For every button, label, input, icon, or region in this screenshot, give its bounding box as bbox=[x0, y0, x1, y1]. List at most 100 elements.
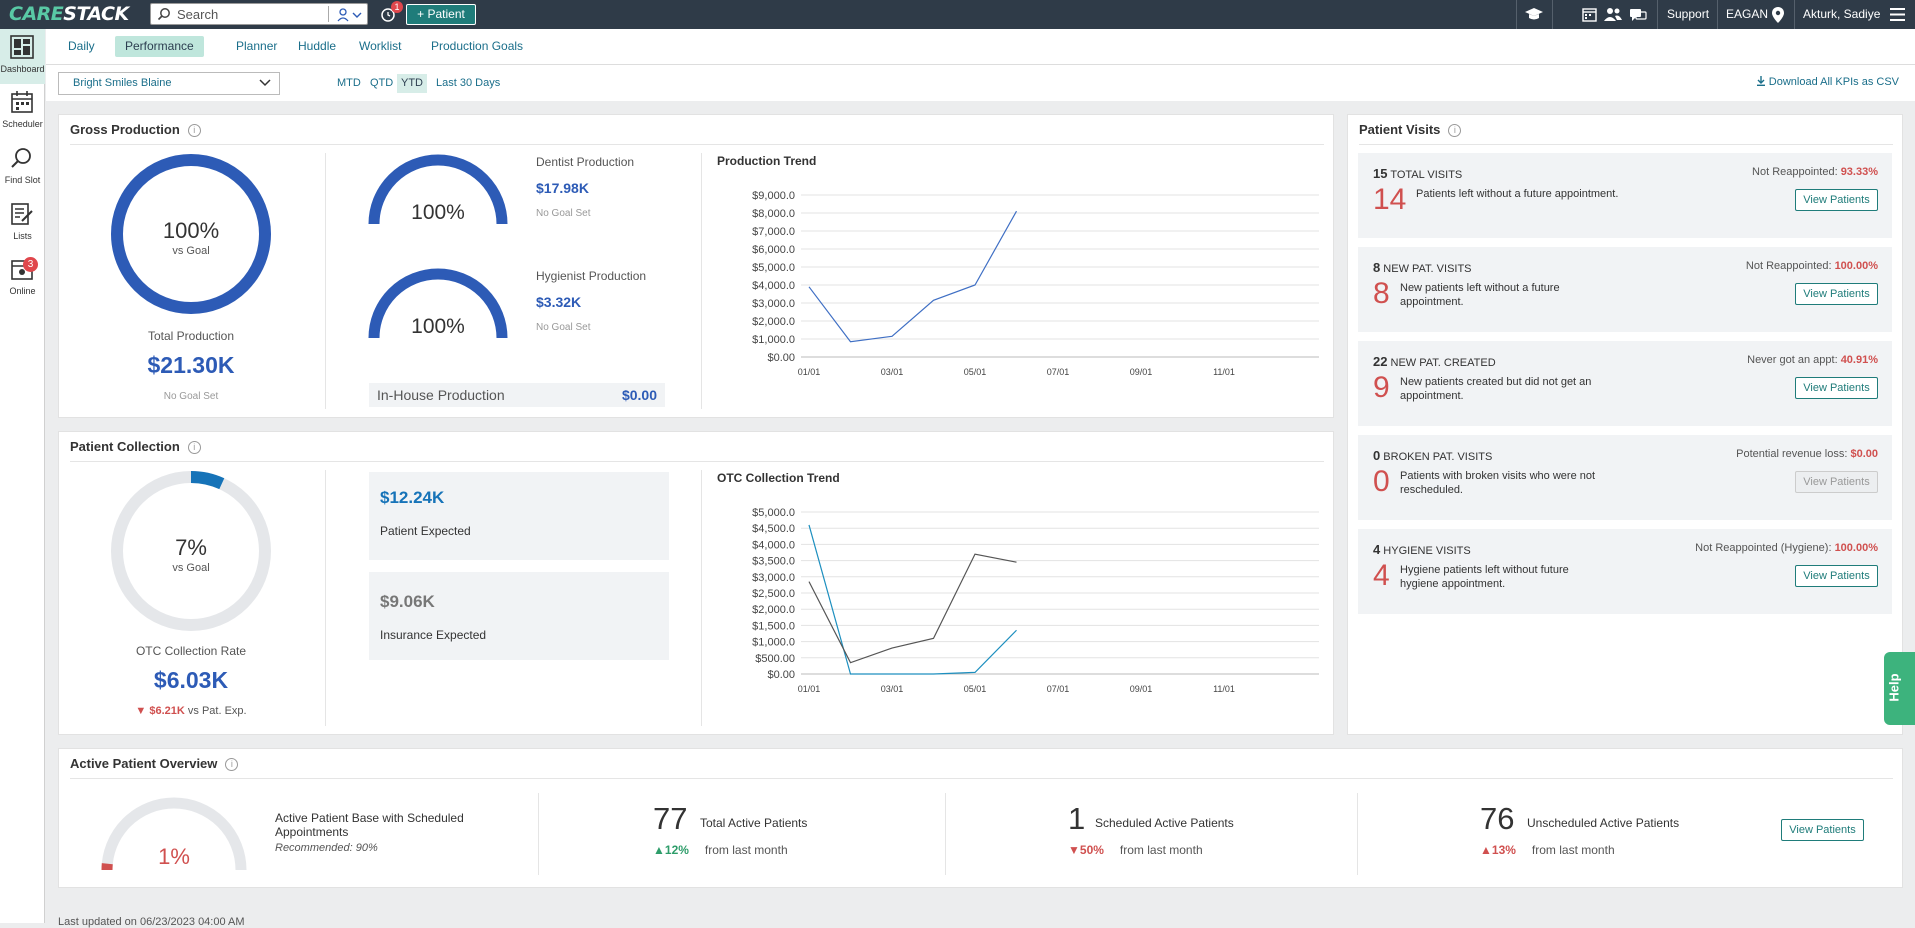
tab-production-goals[interactable]: Production Goals bbox=[431, 39, 524, 53]
tab-planner[interactable]: Planner bbox=[236, 39, 278, 53]
insurance-expected-box: $9.06K Insurance Expected bbox=[369, 572, 669, 660]
visit-stat: Not Reappointed (Hygiene): 100.00% bbox=[1695, 542, 1878, 554]
search-input[interactable]: Search bbox=[177, 7, 219, 22]
visit-description: New patients created but did not get an … bbox=[1400, 376, 1592, 402]
view-patients-button[interactable]: View Patients bbox=[1795, 377, 1878, 399]
x-tick-label: 09/01 bbox=[1130, 684, 1153, 694]
info-icon[interactable]: i bbox=[187, 124, 201, 137]
hygienist-production-label: Hygienist Production bbox=[536, 269, 647, 283]
patient-collection-card: Patient Collection i 7% vs Goal OTC Colle… bbox=[58, 431, 1334, 735]
graduation-cap-icon[interactable] bbox=[1524, 6, 1544, 23]
magnifier-icon bbox=[11, 148, 31, 168]
alarm-clock-icon[interactable] bbox=[379, 5, 397, 23]
visit-stat: Not Reappointed: 93.33% bbox=[1752, 166, 1878, 178]
tab-worklist[interactable]: Worklist bbox=[359, 39, 402, 53]
add-patient-button[interactable]: + Patient bbox=[406, 4, 476, 25]
x-tick-label: 11/01 bbox=[1213, 367, 1235, 377]
y-tick-label: $6,000.0 bbox=[752, 244, 795, 256]
patient-collection-title: Patient Collection i bbox=[70, 439, 201, 454]
insurance-expected-label: Insurance Expected bbox=[380, 628, 487, 642]
period-mtd[interactable]: MTD bbox=[337, 77, 361, 89]
patient-visits-card: Patient Visits i 15 TOTAL VISITS 14 Patient… bbox=[1347, 114, 1903, 735]
user-menu[interactable]: Akturk, Sadiye bbox=[1803, 7, 1881, 21]
patient-visit-row: 4 HYGIENE VISITS 4 Hygiene patients left w… bbox=[1358, 529, 1892, 614]
tab-daily[interactable]: Daily bbox=[68, 39, 95, 53]
active-patient-overview-title: Active Patient Overview i bbox=[70, 756, 239, 771]
y-tick-label: $9,000.0 bbox=[752, 190, 795, 202]
patient-expected-label: Patient Expected bbox=[380, 524, 471, 538]
x-tick-label: 01/01 bbox=[798, 367, 821, 377]
y-tick-label: $3,500.0 bbox=[752, 556, 795, 568]
view-patients-button[interactable]: View Patients bbox=[1795, 189, 1878, 211]
period-ytd[interactable]: YTD bbox=[397, 74, 427, 93]
total-production-gauge bbox=[111, 154, 271, 314]
sidebar-item-lists[interactable]: Lists bbox=[0, 196, 45, 251]
clinic-select[interactable]: Bright Smiles Blaine bbox=[58, 72, 280, 95]
patient-expected-box: $12.24K Patient Expected bbox=[369, 472, 669, 560]
total-production-label: Total Production bbox=[147, 329, 235, 343]
view-patients-button[interactable]: View Patients bbox=[1795, 565, 1878, 587]
period-last-30-days[interactable]: Last 30 Days bbox=[436, 77, 501, 89]
otc-collection-percent: 7% bbox=[175, 535, 207, 560]
caret-up-icon: ▲ bbox=[653, 843, 665, 857]
production-trend-chart: $0.00 $1,000.0 $2,000.0 $3,000.0 $4,000.0 $5,… bbox=[752, 190, 1319, 377]
alerts-badge: 1 bbox=[391, 1, 403, 13]
chat-icon[interactable] bbox=[1629, 7, 1647, 22]
top-bar: CARESTACK Search 1 + Patient Support EAG… bbox=[0, 0, 1915, 29]
sidebar-item-dashboard[interactable]: Dashboard bbox=[0, 29, 45, 84]
series-line-1 bbox=[808, 553, 1017, 664]
sidebar-item-find-slot[interactable]: Find Slot bbox=[0, 140, 45, 195]
visit-category: 15 TOTAL VISITS bbox=[1373, 166, 1463, 181]
x-tick-label: 05/01 bbox=[964, 684, 987, 694]
total-active-patients-label: Total Active Patients bbox=[700, 816, 808, 830]
global-search[interactable]: Search bbox=[150, 3, 368, 25]
patient-visit-row: 8 NEW PAT. VISITS 8 New patients left with… bbox=[1358, 247, 1892, 332]
support-link[interactable]: Support bbox=[1667, 7, 1710, 21]
x-tick-label: 07/01 bbox=[1047, 367, 1070, 377]
filter-bar: Bright Smiles Blaine MTD QTD YTD Last 30… bbox=[46, 65, 1915, 101]
users-icon[interactable] bbox=[1603, 7, 1623, 22]
y-tick-label: $1,500.0 bbox=[752, 620, 795, 632]
tab-performance[interactable]: Performance bbox=[115, 36, 204, 57]
carestack-logo[interactable]: CARESTACK bbox=[9, 3, 129, 25]
download-csv-link[interactable]: Download All KPIs as CSV bbox=[1756, 76, 1899, 88]
dentist-production-gauge bbox=[368, 154, 508, 225]
location-selector[interactable]: EAGAN bbox=[1726, 7, 1769, 21]
vs-goal-label: vs Goal bbox=[172, 245, 210, 257]
hamburger-menu-icon[interactable] bbox=[1890, 8, 1905, 21]
tab-huddle[interactable]: Huddle bbox=[298, 39, 337, 53]
dashboard-tabs: Daily Performance Planner Huddle Worklis… bbox=[46, 29, 1915, 65]
visit-description: New patients left without a future appoi… bbox=[1400, 282, 1560, 308]
search-scope-dropdown-icon[interactable] bbox=[335, 7, 367, 23]
view-patients-button[interactable]: View Patients bbox=[1795, 283, 1878, 305]
y-tick-label: $2,000.0 bbox=[752, 316, 795, 328]
hygienist-production-percent: 100% bbox=[411, 315, 465, 338]
help-tab[interactable]: Help bbox=[1884, 652, 1915, 725]
period-qtd[interactable]: QTD bbox=[370, 77, 394, 89]
active-view-patients-button[interactable]: View Patients bbox=[1781, 819, 1864, 841]
info-icon[interactable]: i bbox=[1448, 124, 1462, 137]
info-icon[interactable]: i bbox=[225, 758, 239, 771]
visit-count-big: 9 bbox=[1373, 371, 1390, 404]
visit-count-big: 0 bbox=[1373, 465, 1390, 498]
visit-category: 4 HYGIENE VISITS bbox=[1373, 542, 1471, 557]
sidebar-item-online[interactable]: 3 Online bbox=[0, 251, 45, 306]
info-icon[interactable]: i bbox=[187, 441, 201, 454]
download-icon bbox=[1756, 76, 1765, 87]
left-sidebar: Dashboard Scheduler Find Slot Lists 3 On… bbox=[0, 29, 45, 923]
visit-category: 0 BROKEN PAT. VISITS bbox=[1373, 448, 1493, 463]
active-patient-base-gauge bbox=[101, 797, 247, 871]
y-tick-label: $2,000.0 bbox=[752, 604, 795, 616]
calendar-icon[interactable] bbox=[1582, 7, 1597, 22]
vs-patient-expected: ▼ $6.21K vs Pat. Exp. bbox=[135, 705, 247, 717]
hygienist-production-goal: No Goal Set bbox=[536, 322, 591, 333]
visit-count-big: 4 bbox=[1373, 559, 1390, 592]
x-tick-label: 01/01 bbox=[798, 684, 821, 694]
visit-description: Patients left without a future appointme… bbox=[1416, 188, 1619, 200]
visit-category: 22 NEW PAT. CREATED bbox=[1373, 354, 1496, 369]
y-tick-label: $3,000.0 bbox=[752, 298, 795, 310]
active-patient-overview-card: Active Patient Overview i 1% Active Patie… bbox=[58, 748, 1903, 888]
hygienist-production-value: $3.32K bbox=[536, 294, 582, 310]
scheduler-icon bbox=[11, 91, 33, 113]
sidebar-item-scheduler[interactable]: Scheduler bbox=[0, 84, 45, 139]
